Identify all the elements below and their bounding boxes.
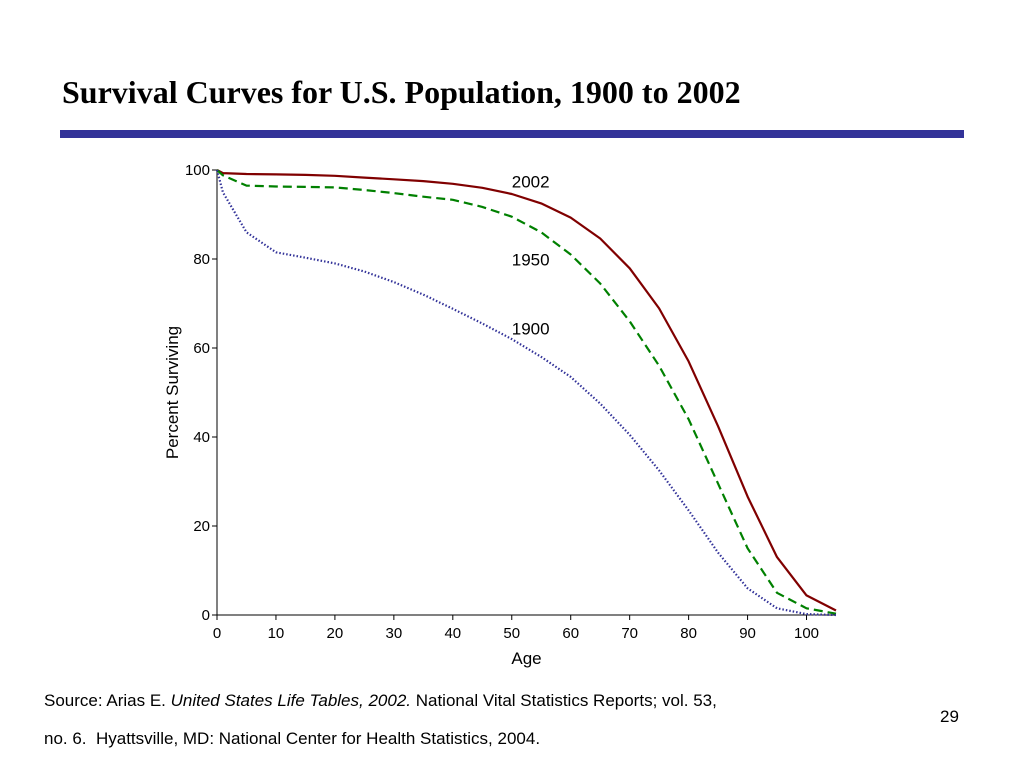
- chart-annotations: 2002 1950 1900: [512, 173, 550, 339]
- source-citation-line-1: Source: Arias E. United States Life Tabl…: [44, 691, 717, 711]
- source-rest: National Vital Statistics Reports; vol. …: [411, 691, 717, 710]
- chart-axes: 0 10 20 30 40 50 60 70 80 90 100 0 20 40 60 80 100 Age Per…: [163, 162, 836, 668]
- page-number: 29: [940, 707, 959, 726]
- series-line-1900: [215, 169, 837, 617]
- series-line-2002: [216, 169, 837, 612]
- y-tick-label: 80: [193, 251, 210, 268]
- x-tick-label: 50: [503, 625, 520, 642]
- series-annotation: 1900: [512, 320, 550, 339]
- x-tick-label: 90: [739, 625, 756, 642]
- x-tick-label: 70: [621, 625, 638, 642]
- x-tick-label: 30: [386, 625, 403, 642]
- x-axis-title: Age: [511, 649, 541, 668]
- y-tick-label: 20: [193, 518, 210, 535]
- y-tick-label: 40: [193, 429, 210, 446]
- y-tick-label: 100: [185, 162, 210, 179]
- survival-chart: 0 10 20 30 40 50 60 70 80 90 100 0 20 40 60 80 100 Age Per…: [163, 162, 837, 668]
- source-title: United States Life Tables, 2002.: [170, 691, 411, 710]
- x-tick-label: 10: [268, 625, 285, 642]
- title-rule: [60, 130, 964, 138]
- x-tick-label: 80: [680, 625, 697, 642]
- y-axis-title: Percent Surviving: [163, 326, 182, 459]
- series-line-1950: [216, 169, 837, 615]
- x-tick-label: 40: [444, 625, 461, 642]
- source-citation-line-2: no. 6. Hyattsville, MD: National Center …: [44, 729, 541, 748]
- source-prefix: Source: Arias E.: [44, 691, 171, 710]
- chart-series: [215, 169, 837, 617]
- x-tick-label: 100: [794, 625, 819, 642]
- slide-title: Survival Curves for U.S. Population, 190…: [62, 74, 741, 110]
- series-annotation: 1950: [512, 251, 550, 270]
- x-tick-label: 0: [213, 625, 221, 642]
- y-tick-label: 0: [202, 607, 210, 624]
- y-tick-label: 60: [193, 340, 210, 357]
- x-tick-label: 20: [327, 625, 344, 642]
- series-annotation: 2002: [512, 173, 550, 192]
- x-tick-label: 60: [562, 625, 579, 642]
